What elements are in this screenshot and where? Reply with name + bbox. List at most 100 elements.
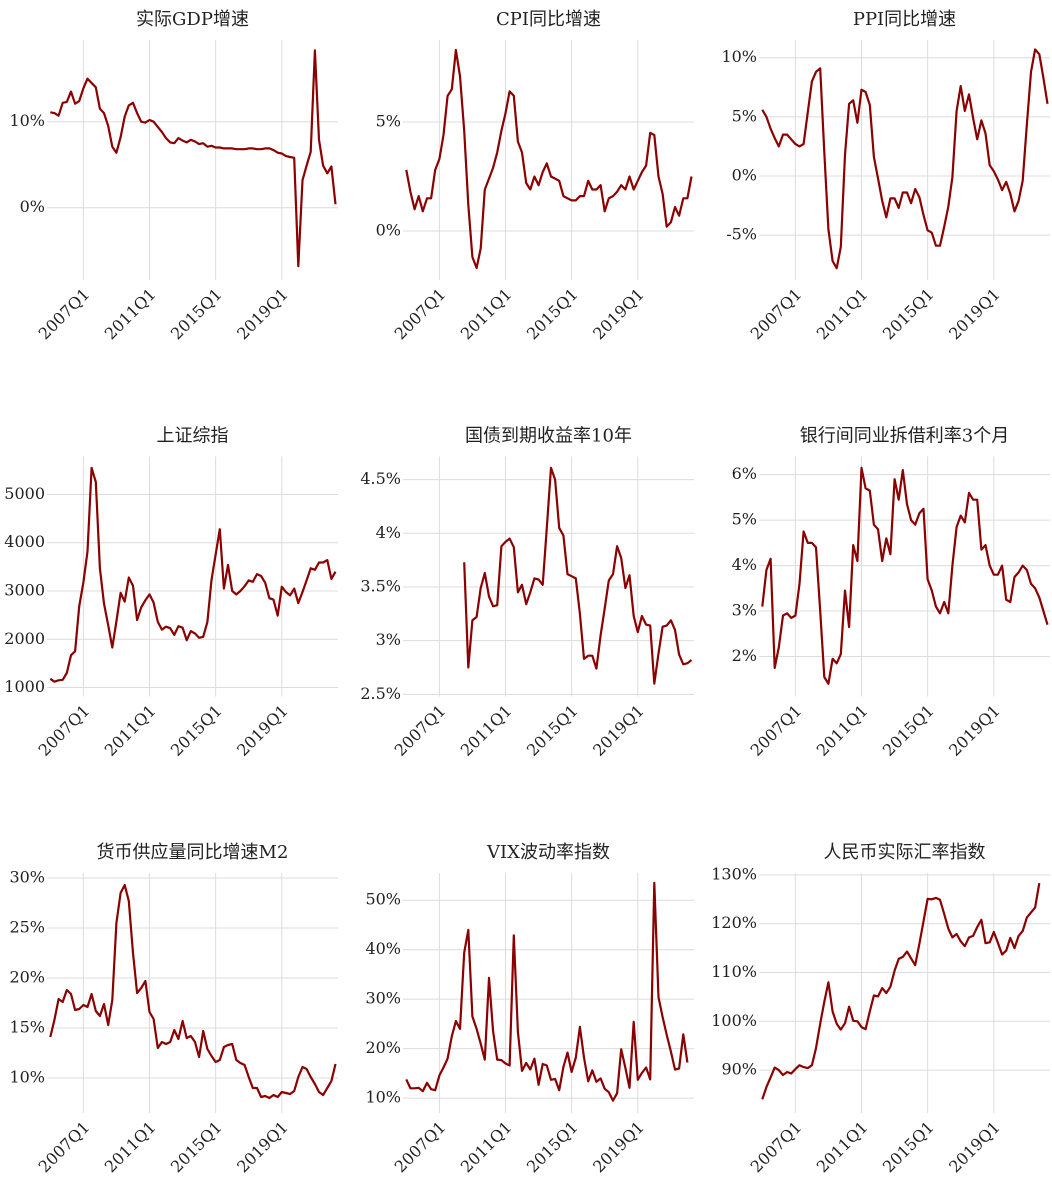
data-line	[761, 48, 1049, 270]
x-tick-label: 2007Q1	[391, 285, 450, 344]
x-tick-label: 2015Q1	[523, 1118, 582, 1177]
x-tick-label: 2011Q1	[457, 1118, 516, 1177]
x-tick-label: 2015Q1	[523, 285, 582, 344]
x-tick-label: 2011Q1	[813, 701, 872, 760]
x-tick-label: 2019Q1	[945, 1118, 1004, 1177]
y-tick-label: 1000	[4, 677, 45, 696]
data-line	[50, 49, 337, 268]
y-tick-label: 10%	[9, 1068, 45, 1087]
x-tick-label: 2011Q1	[813, 285, 872, 344]
x-tick-label: 2015Q1	[167, 1118, 226, 1177]
x-tick-label: 2011Q1	[813, 1118, 872, 1177]
x-tick-label: 2019Q1	[233, 1118, 292, 1177]
y-tick-label: 20%	[365, 1038, 401, 1057]
data-line	[405, 881, 689, 1102]
x-tick-label: 2011Q1	[101, 1118, 160, 1177]
panel-title: 实际GDP增速	[136, 9, 249, 30]
x-tick-label: 2015Q1	[167, 701, 226, 760]
panel: 人民币实际汇率指数 2007Q1 2011Q1 2015Q1 2019Q1 90% 100%…	[711, 842, 1050, 1176]
y-tick-label: 4000	[4, 532, 45, 551]
y-tick-label: 4%	[732, 555, 757, 574]
x-tick-label: 2007Q1	[35, 1118, 94, 1177]
y-tick-label: 50%	[365, 890, 401, 909]
x-tick-label: 2011Q1	[101, 285, 160, 344]
y-tick-label: 30%	[365, 989, 401, 1008]
y-tick-label: 15%	[9, 1018, 45, 1037]
x-tick-label: 2019Q1	[233, 285, 292, 344]
y-tick-label: 3.5%	[360, 576, 401, 595]
panel: 国债到期收益率10年 2007Q1 2011Q1 2015Q1 2019Q1 2.5% 3%…	[360, 426, 694, 760]
y-tick-label: -5%	[726, 225, 757, 244]
y-tick-label: 25%	[9, 918, 45, 937]
y-tick-label: 2.5%	[360, 684, 401, 703]
y-tick-label: 10%	[365, 1088, 401, 1107]
panel-title: VIX波动率指数	[486, 842, 610, 863]
panel-title: 货币供应量同比增速M2	[97, 842, 289, 863]
panel: 银行间同业拆借利率3个月 2007Q1 2011Q1 2015Q1 2019Q1 2% 3%…	[732, 426, 1050, 760]
y-tick-label: 6%	[732, 464, 757, 483]
y-tick-label: 4.5%	[360, 469, 401, 488]
data-line	[761, 466, 1049, 685]
x-tick-label: 2007Q1	[391, 1118, 450, 1177]
panel: PPI同比增速 2007Q1 2011Q1 2015Q1 2019Q1 -5% 0% 5% 10…	[721, 9, 1050, 343]
x-tick-label: 2015Q1	[523, 701, 582, 760]
data-line	[463, 466, 693, 685]
y-tick-label: 0%	[732, 165, 757, 184]
x-tick-label: 2007Q1	[747, 701, 806, 760]
panel: 货币供应量同比增速M2 2007Q1 2011Q1 2015Q1 2019Q1 10% 15…	[9, 842, 338, 1176]
x-tick-label: 2019Q1	[945, 285, 1004, 344]
x-tick-label: 2007Q1	[391, 701, 450, 760]
y-tick-label: 90%	[721, 1060, 757, 1079]
y-tick-label: 0%	[376, 220, 401, 239]
panel: 实际GDP增速 2007Q1 2011Q1 2015Q1 2019Q1 0% 10%	[9, 9, 338, 343]
panel-title: 人民币实际汇率指数	[824, 842, 986, 863]
x-tick-label: 2007Q1	[747, 1118, 806, 1177]
x-tick-label: 2019Q1	[589, 701, 648, 760]
y-tick-label: 10%	[721, 47, 757, 66]
y-tick-label: 5%	[732, 510, 757, 529]
x-tick-label: 2019Q1	[945, 701, 1004, 760]
x-tick-label: 2011Q1	[457, 285, 516, 344]
y-tick-label: 100%	[711, 1011, 757, 1030]
x-tick-label: 2015Q1	[879, 1118, 938, 1177]
x-tick-label: 2007Q1	[747, 285, 806, 344]
y-tick-label: 5%	[732, 106, 757, 125]
panel-title: 国债到期收益率10年	[465, 426, 632, 447]
panel-title: 上证综指	[157, 426, 229, 447]
y-tick-label: 2000	[4, 629, 45, 648]
panel: CPI同比增速 2007Q1 2011Q1 2015Q1 2019Q1 0% 5%	[376, 9, 694, 343]
y-tick-label: 120%	[711, 913, 757, 932]
y-tick-label: 130%	[711, 864, 757, 883]
x-tick-label: 2019Q1	[589, 1118, 648, 1177]
x-tick-label: 2011Q1	[101, 701, 160, 760]
y-tick-label: 30%	[9, 868, 45, 887]
panel-title: PPI同比增速	[853, 9, 956, 30]
data-line	[49, 883, 337, 1100]
y-tick-label: 0%	[20, 197, 45, 216]
panel: 上证综指 2007Q1 2011Q1 2015Q1 2019Q1 1000 2000 3000…	[4, 426, 338, 760]
data-line	[761, 883, 1041, 1100]
y-tick-label: 2%	[732, 646, 757, 665]
x-tick-label: 2007Q1	[35, 701, 94, 760]
x-tick-label: 2015Q1	[879, 701, 938, 760]
panel-title: CPI同比增速	[496, 9, 601, 30]
x-tick-label: 2015Q1	[879, 285, 938, 344]
y-tick-label: 110%	[711, 962, 757, 981]
y-tick-label: 40%	[365, 939, 401, 958]
y-tick-label: 4%	[376, 523, 401, 542]
x-tick-label: 2007Q1	[35, 285, 94, 344]
y-tick-label: 3%	[376, 630, 401, 649]
x-tick-label: 2011Q1	[457, 701, 516, 760]
y-tick-label: 10%	[9, 111, 45, 130]
data-line	[405, 48, 693, 270]
panel: VIX波动率指数 2007Q1 2011Q1 2015Q1 2019Q1 10% 20% 30…	[365, 842, 694, 1176]
y-tick-label: 20%	[9, 968, 45, 987]
y-tick-label: 5000	[4, 484, 45, 503]
y-tick-label: 3000	[4, 581, 45, 600]
data-line	[49, 466, 337, 683]
x-tick-label: 2019Q1	[233, 701, 292, 760]
y-tick-label: 3%	[732, 601, 757, 620]
x-tick-label: 2015Q1	[167, 285, 226, 344]
